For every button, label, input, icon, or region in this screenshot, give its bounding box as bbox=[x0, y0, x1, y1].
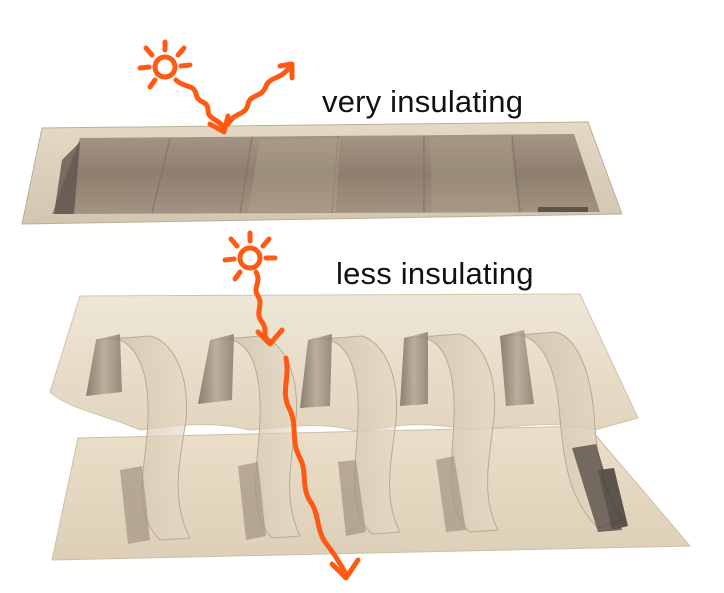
zigzag-arrow-icon bbox=[225, 63, 293, 127]
top-panel-tab bbox=[538, 207, 588, 212]
top-panel bbox=[21, 121, 623, 225]
label-very-insulating: very insulating bbox=[322, 84, 524, 119]
lower-slat bbox=[598, 468, 628, 530]
slat bbox=[500, 330, 534, 406]
lower-slat bbox=[436, 456, 466, 532]
bottom-ray-group bbox=[222, 230, 361, 581]
lower-slat bbox=[238, 462, 266, 540]
film bbox=[95, 335, 191, 541]
arrowhead bbox=[277, 61, 295, 81]
label-less-insulating: less insulating bbox=[336, 256, 534, 291]
top-panel-highlight bbox=[248, 138, 340, 212]
bottom-panel bbox=[49, 293, 692, 561]
film bbox=[211, 335, 301, 539]
top-panel-slat bbox=[54, 142, 80, 214]
slat bbox=[300, 334, 332, 408]
zigzag-arrow-icon bbox=[173, 77, 227, 131]
bottom-panel-slats bbox=[86, 330, 534, 408]
arrowhead bbox=[329, 557, 361, 581]
zigzag-arrow-icon bbox=[253, 269, 271, 343]
arrowhead bbox=[255, 327, 285, 347]
slat bbox=[198, 334, 234, 404]
slat bbox=[86, 334, 122, 396]
top-panel-highlight bbox=[430, 137, 518, 212]
top-panel-glass bbox=[52, 134, 600, 214]
film bbox=[309, 335, 401, 535]
lower-slat bbox=[120, 466, 150, 544]
top-panel-seams bbox=[151, 134, 521, 214]
top-ray-group bbox=[137, 39, 295, 135]
bottom-panel-lower-slats bbox=[120, 444, 628, 544]
slat bbox=[400, 332, 428, 406]
film bbox=[405, 333, 499, 533]
lower-slat bbox=[338, 460, 366, 536]
sun-icon bbox=[137, 39, 193, 90]
zigzag-arrow-icon bbox=[282, 355, 349, 577]
sun-icon bbox=[222, 230, 278, 282]
